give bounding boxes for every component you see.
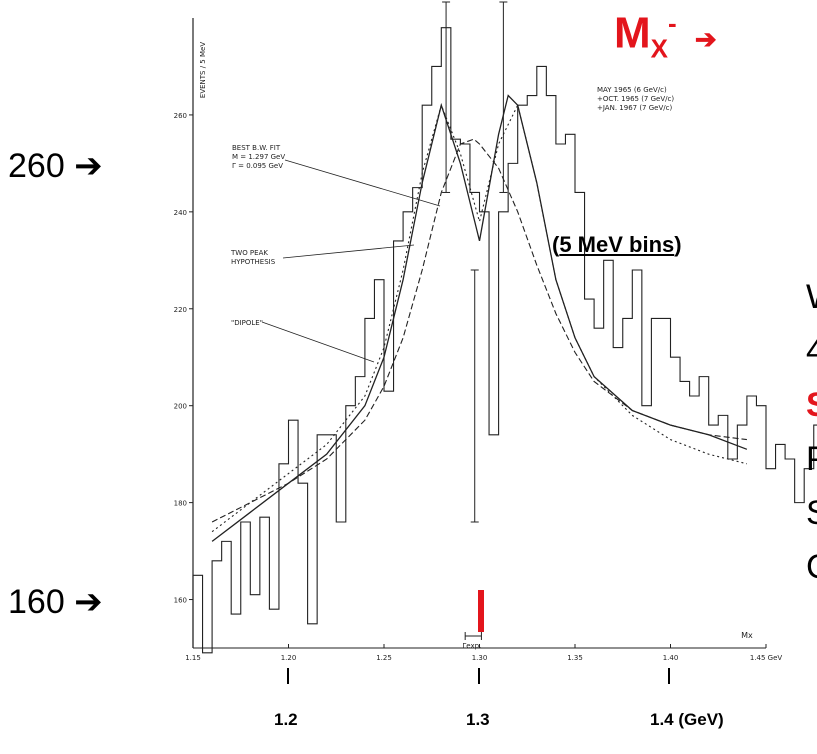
- y-tick-label-5: 260: [174, 112, 187, 120]
- slide-title: MX- ➔: [614, 8, 717, 64]
- two-peak-label-0: TWO PEAK: [230, 249, 268, 257]
- x-tick-label-3: 1.30: [472, 654, 488, 662]
- histogram-outline: [192, 27, 817, 654]
- bins-open-paren: (: [552, 232, 560, 257]
- y-tick-label-2: 200: [174, 403, 187, 411]
- cut-off-text-0: W: [806, 278, 817, 317]
- dipole-label: "DIPOLE": [231, 319, 263, 327]
- label-260: 260 ➔: [8, 147, 103, 185]
- fit-curve-0: [211, 138, 747, 523]
- x-tick-label-6: 1.45 GeV: [750, 654, 783, 662]
- x-tick-label-4: 1.35: [567, 654, 583, 662]
- cut-off-text-5: C: [806, 548, 817, 587]
- fit-curves: [211, 94, 748, 542]
- bottom-tick-bar-3: [668, 668, 670, 684]
- bin-size-note: (5 MeV bins): [552, 232, 682, 258]
- x-tick-label-1: 1.20: [281, 654, 297, 662]
- fit-curve-1: [211, 94, 748, 542]
- cut-off-text-4: S: [806, 494, 817, 533]
- legend-entry-0: MAY 1965 (6 GeV/c): [597, 86, 667, 94]
- y-tick-label-4: 240: [174, 209, 187, 217]
- label-160: 160 ➔: [8, 583, 103, 621]
- dipole-leader: [261, 321, 375, 363]
- bottom-tick-bar-1: [287, 668, 289, 684]
- cut-off-text-3: P: [806, 440, 817, 479]
- bins-close-paren: ): [674, 232, 682, 257]
- bottom-tick-label-3: 1.4 (GeV): [650, 710, 724, 729]
- bw-fit-label-0: BEST B.W. FIT: [232, 144, 281, 152]
- red-marker-line: [478, 590, 484, 632]
- title-arrow-icon: ➔: [694, 23, 717, 54]
- two-peak-label-1: HYPOTHESIS: [231, 258, 276, 266]
- fit-curve-2: [211, 103, 748, 533]
- bottom-tick-label-2: 1.3: [466, 710, 490, 729]
- bw-fit-label-2: Γ = 0.095 GeV: [232, 162, 283, 170]
- bottom-tick-bar-2: [478, 668, 480, 684]
- y-tick-label-1: 180: [174, 500, 187, 508]
- x-tick-label-5: 1.40: [663, 654, 679, 662]
- two-peak-leader: [282, 244, 415, 259]
- title-subscript: X: [650, 33, 668, 64]
- plot-axes: 160 180 200 220 240 260 1.15 1.20 1.25 1.30 1.35 1.…: [174, 18, 783, 662]
- x-tick-label-2: 1.25: [376, 654, 392, 662]
- title-m: M: [614, 8, 651, 58]
- x-tick-label-0: 1.15: [185, 654, 201, 662]
- y-tick-label-0: 160: [174, 597, 187, 605]
- x-axis-label: Mx: [741, 631, 753, 640]
- legend-entry-2: +JAN. 1967 (7 GeV/c): [597, 104, 672, 112]
- resolution-label: Γexp.: [462, 642, 481, 650]
- error-bars: [442, 1, 508, 523]
- cut-off-text-1: 4: [806, 332, 817, 370]
- bw-fit-label-1: M = 1.297 GeV: [232, 153, 285, 161]
- bottom-tick-label-1: 1.2: [274, 710, 298, 729]
- legend-entry-1: +OCT. 1965 (7 GeV/c): [597, 95, 674, 103]
- bw-fit-leader: [284, 159, 441, 207]
- title-superscript: -: [668, 8, 677, 38]
- y-tick-label-3: 220: [174, 306, 187, 314]
- histogram-bars: [192, 27, 817, 654]
- plot-labels: MAY 1965 (6 GeV/c)+OCT. 1965 (7 GeV/c)+J…: [230, 86, 674, 650]
- cut-off-text-2: S: [806, 386, 817, 425]
- y-axis-label: EVENTS / 5 MeV: [199, 42, 207, 98]
- bins-label: 5 MeV bins: [559, 232, 675, 257]
